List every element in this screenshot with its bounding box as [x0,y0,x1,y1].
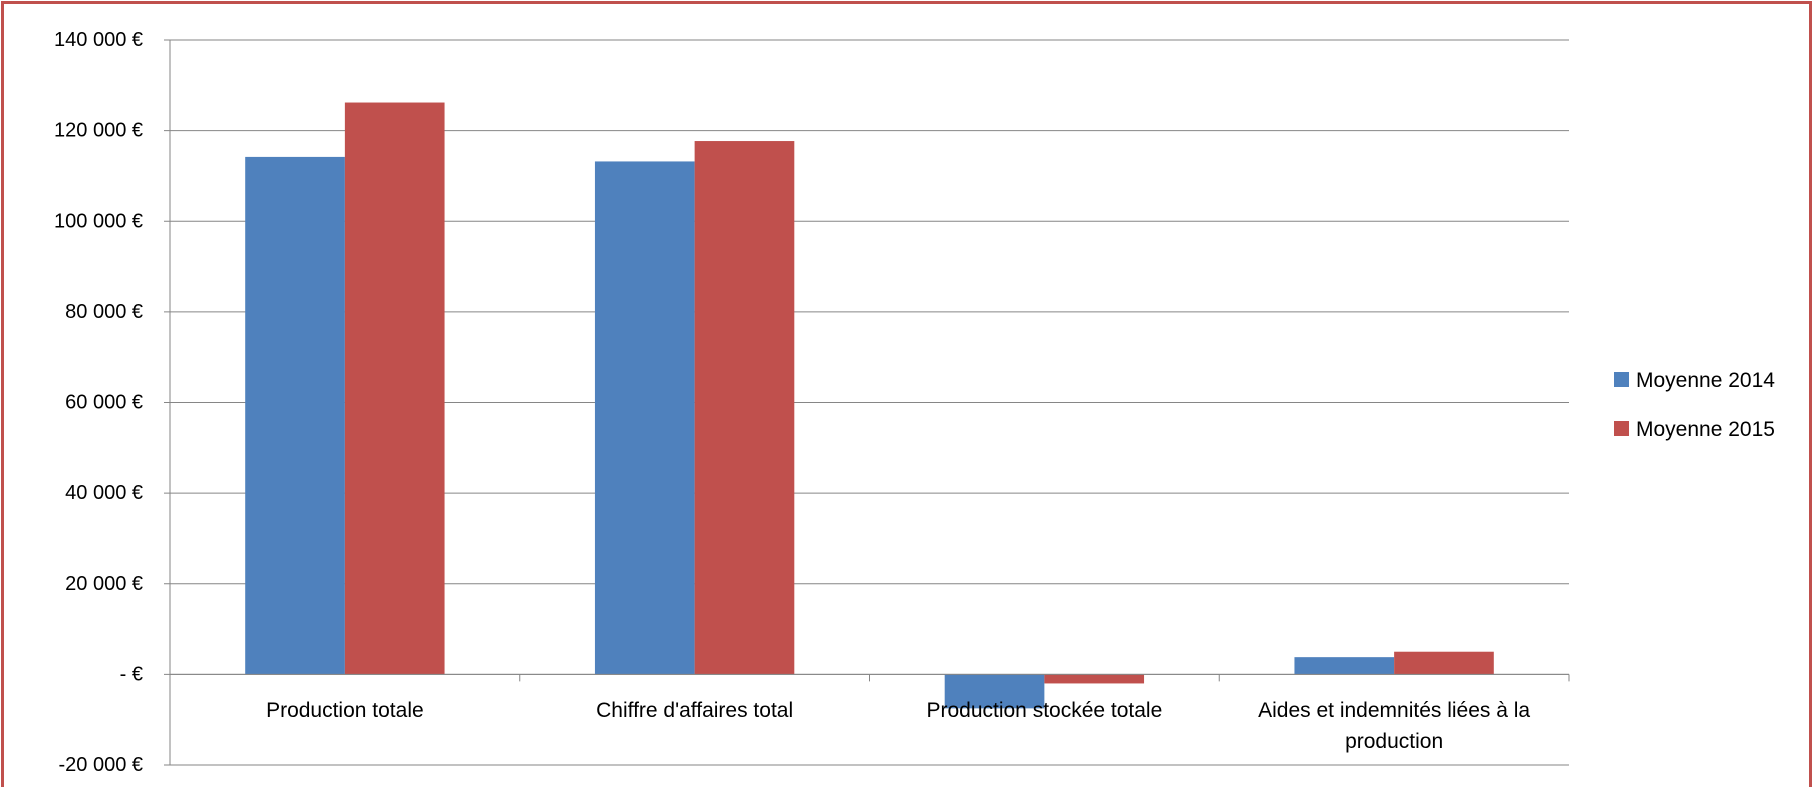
bar [594,161,695,675]
y-tick-label: 40 000 € [65,482,143,504]
bar [1044,674,1145,684]
legend-label: Moyenne 2014 [1636,369,1775,392]
y-tick-label: 60 000 € [65,392,143,414]
y-tick-label: -20 000 € [58,754,143,776]
x-tick-label: Production stockée totale [926,699,1162,722]
x-tick-label: Chiffre d'affaires total [596,699,793,722]
y-tick-label: - € [120,663,143,685]
bars [245,102,1494,709]
bar [1294,657,1395,675]
x-tick-labels: Production totale Chiffre d'affaires tota… [266,699,1530,753]
bar [1394,651,1494,675]
y-tick-label: 120 000 € [54,120,143,142]
legend-swatch [1614,372,1629,387]
bar [344,102,445,675]
x-tick-label: Production totale [266,699,424,722]
y-tick-label: 80 000 € [65,301,143,323]
legend-swatch [1614,421,1629,436]
bar [944,674,1045,709]
x-tick-label: Aides et indemnités liées à la [1258,699,1530,722]
y-tick-label: 20 000 € [65,573,143,595]
bar-chart: 140 000 € 120 000 € 100 000 € 80 000 € 60 00… [54,29,1775,776]
legend: Moyenne 2014 Moyenne 2015 [1614,369,1775,441]
x-tick-label: production [1345,730,1443,753]
legend-label: Moyenne 2015 [1636,418,1775,441]
axes [164,39,1570,766]
y-tick-label: 140 000 € [54,29,143,51]
y-tick-labels: 140 000 € 120 000 € 100 000 € 80 000 € 60 00… [54,29,143,776]
bar [694,141,795,675]
y-tick-label: 100 000 € [54,210,143,232]
bar [245,156,345,675]
